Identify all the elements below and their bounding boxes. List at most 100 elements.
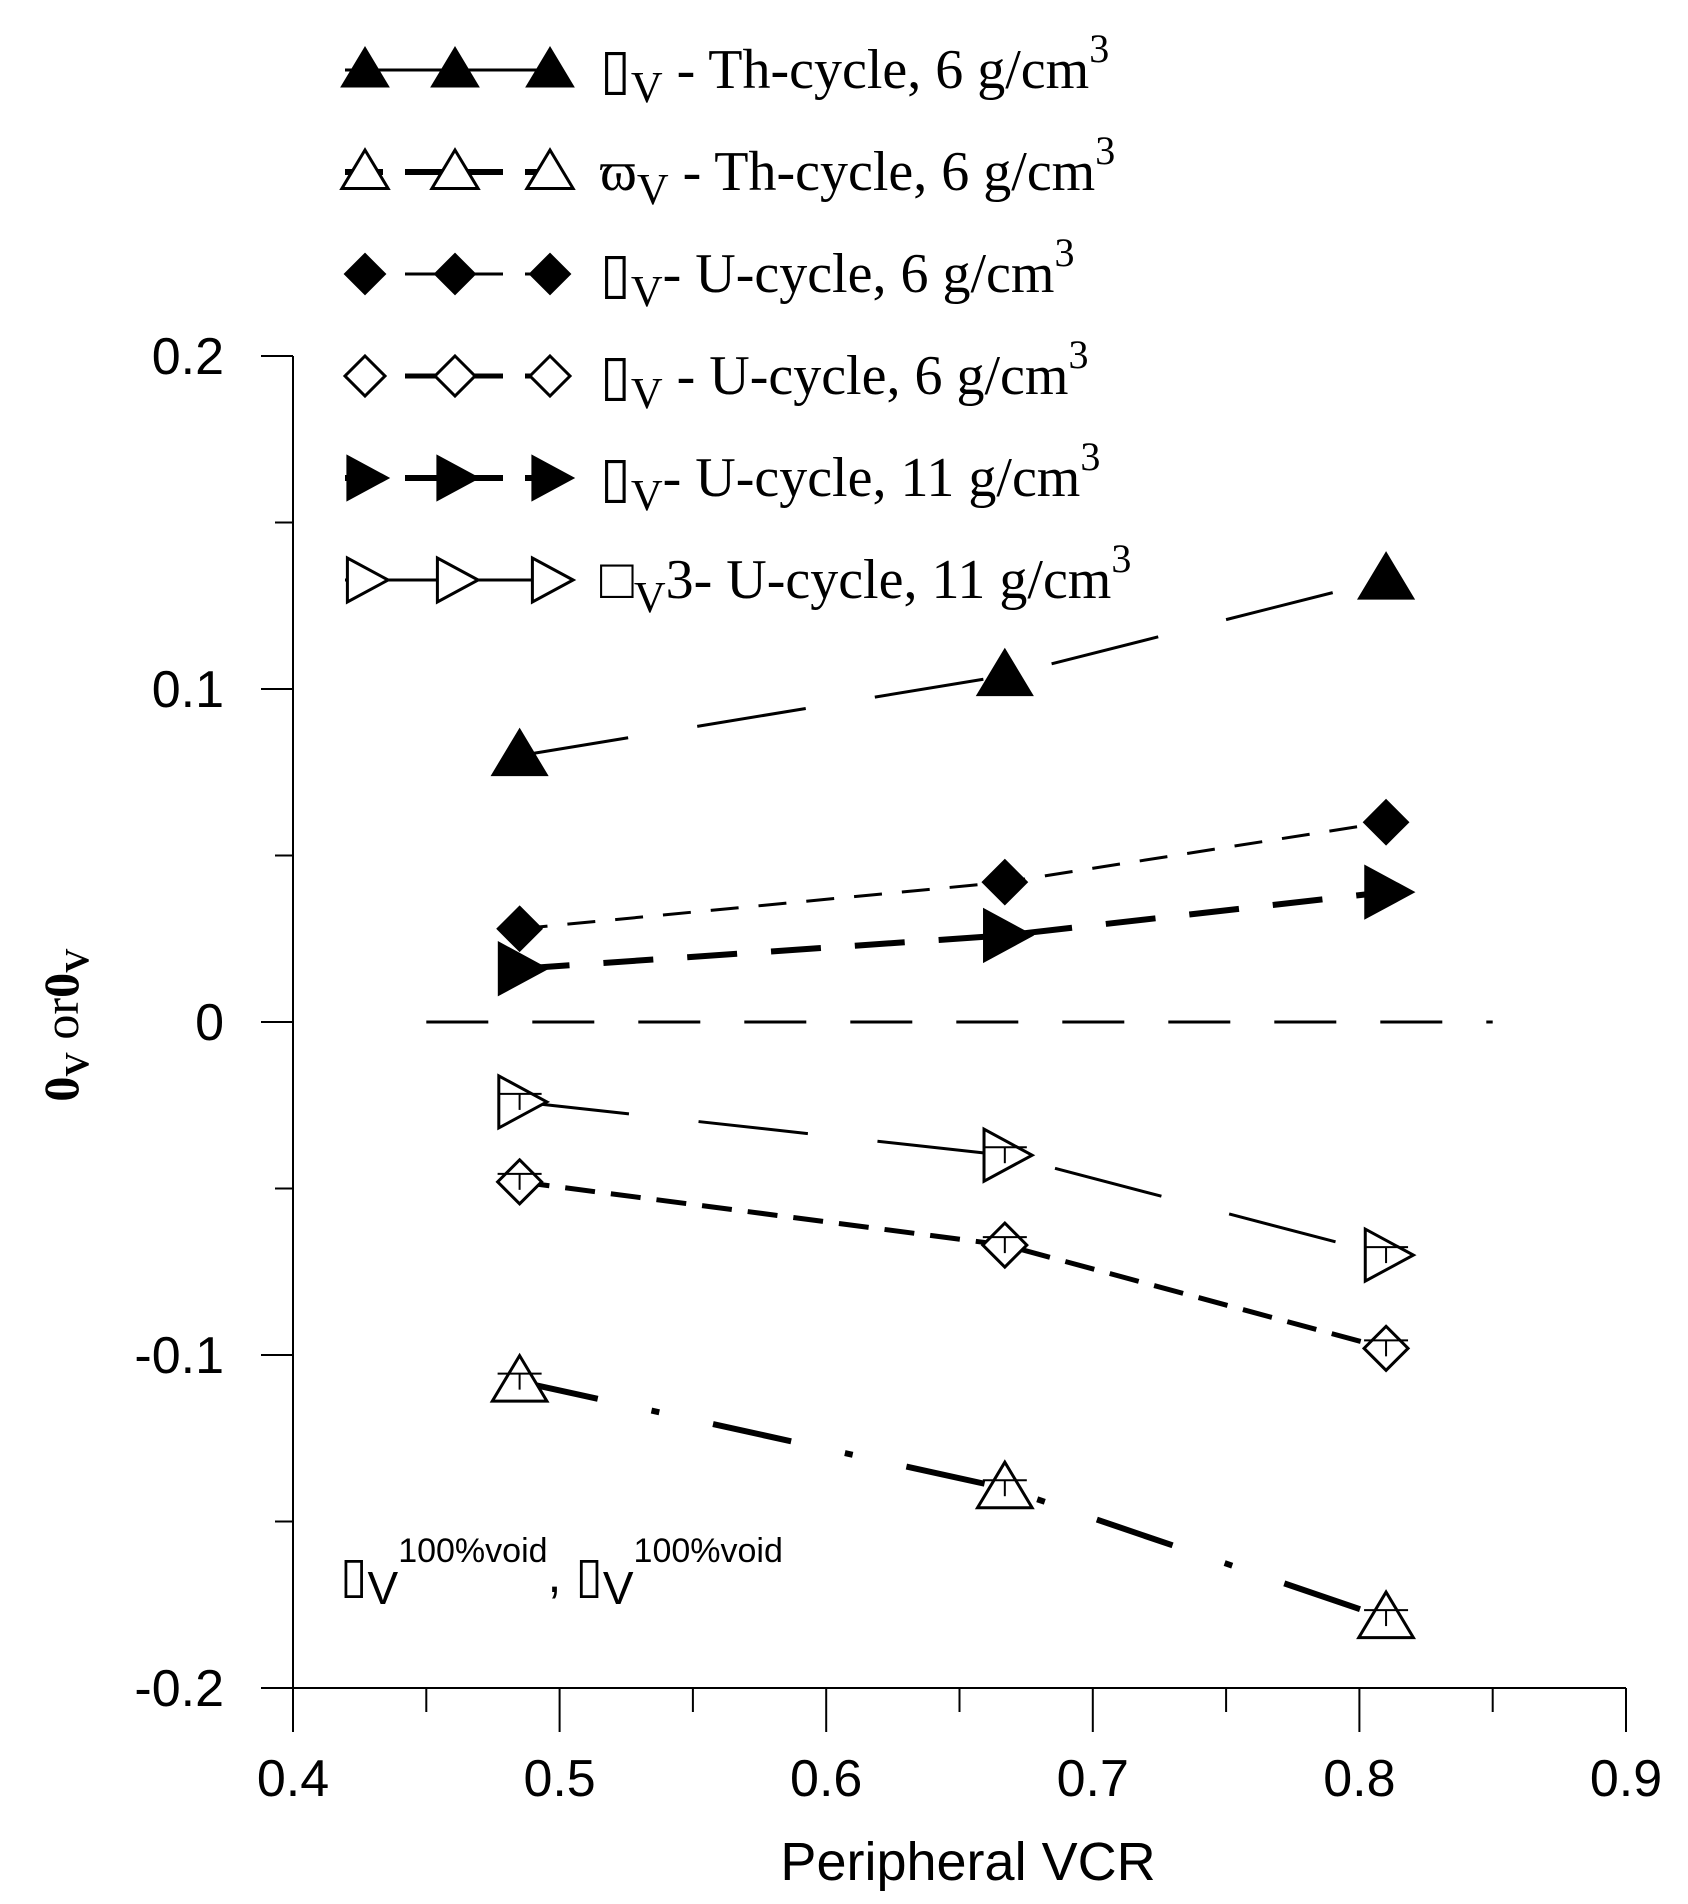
series-1-line bbox=[519, 577, 1387, 758]
annotation-separator: , bbox=[548, 1547, 576, 1603]
y-tick-label: -0.1 bbox=[134, 1327, 224, 1385]
series-3-point bbox=[1362, 798, 1410, 846]
legend-row-2: ϖV - Th-cycle, 6 g/cm3 bbox=[339, 128, 1115, 214]
series-5-point bbox=[497, 941, 550, 997]
series-6-point bbox=[982, 1126, 1036, 1184]
series-3-point bbox=[981, 858, 1029, 906]
y-axis-title-part-1: 0 bbox=[33, 1077, 89, 1102]
legend-marker bbox=[346, 454, 391, 502]
legend-superscript: 3 bbox=[1080, 434, 1100, 479]
y-tick-label: 0.1 bbox=[152, 661, 224, 719]
legend-marker bbox=[343, 252, 387, 296]
legend-subscript: V bbox=[631, 471, 663, 520]
axes: 0.2 0.1 0 -0.1 -0.2 0.4 0.5 0.6 0.7 0.8 0.9 bbox=[134, 328, 1662, 1808]
annotation-symbol-1: ▯ bbox=[340, 1547, 368, 1603]
legend-superscript: 3 bbox=[1089, 26, 1109, 71]
legend-label: ϖV - Th-cycle, 6 g/cm3 bbox=[600, 128, 1115, 214]
series-6-markers bbox=[497, 1073, 1417, 1284]
y-tick-label: 0.2 bbox=[152, 328, 224, 386]
legend-marker bbox=[524, 147, 576, 190]
series-2-line bbox=[518, 1378, 1388, 1621]
legend-marker bbox=[530, 555, 577, 605]
legend-symbol: ▯ bbox=[600, 243, 631, 305]
y-axis-title-part-2: V bbox=[59, 1052, 96, 1077]
y-axis-title-part-4: 0 bbox=[33, 973, 89, 998]
legend-row-4: ▯V - U-cycle, 6 g/cm3 bbox=[342, 332, 1088, 418]
legend-symbol: ▯ bbox=[600, 447, 631, 509]
legend-subscript: V bbox=[634, 573, 666, 622]
annotation-sub-2: V bbox=[603, 1562, 634, 1614]
series-4-line bbox=[519, 1179, 1387, 1351]
annotation-symbol-2: ▯ bbox=[575, 1547, 603, 1603]
legend-marker bbox=[430, 46, 480, 88]
y-axis-title-part-5: V bbox=[59, 948, 96, 973]
x-axis-title: Peripheral VCR bbox=[780, 1832, 1155, 1892]
legend-text: - U-cycle, 6 g/cm bbox=[663, 243, 1055, 305]
legend-subscript: V bbox=[637, 165, 669, 214]
legend-marker bbox=[528, 252, 572, 296]
series-markers bbox=[489, 551, 1417, 1640]
series-6-point bbox=[1363, 1226, 1417, 1284]
annotation-note: ▯V100%void, ▯V100%void bbox=[340, 1532, 783, 1614]
y-axis-title: 0V or0V bbox=[33, 948, 96, 1102]
x-tick-label: 0.4 bbox=[257, 1750, 329, 1808]
series-1-point bbox=[1356, 551, 1416, 600]
series-1-markers bbox=[490, 551, 1416, 777]
legend-superscript: 3 bbox=[1095, 128, 1115, 173]
legend-marker bbox=[525, 46, 575, 88]
series-3-markers bbox=[496, 798, 1410, 953]
legend-marker bbox=[435, 555, 482, 605]
series-6-line bbox=[519, 1100, 1387, 1257]
legend-marker bbox=[429, 147, 481, 190]
legend-marker bbox=[531, 454, 576, 502]
x-tick-label: 0.7 bbox=[1057, 1750, 1129, 1808]
legend-row-1: ▯V - Th-cycle, 6 g/cm3 bbox=[340, 26, 1109, 112]
legend-subscript: V bbox=[631, 369, 663, 418]
legend-marker bbox=[345, 555, 392, 605]
legend-superscript: 3 bbox=[1068, 332, 1088, 377]
legend-subscript: V bbox=[631, 267, 663, 316]
legend-symbol: □ bbox=[600, 549, 634, 611]
legend-text: - U-cycle, 11 g/cm bbox=[663, 447, 1081, 509]
legend-text: - U-cycle, 6 g/cm bbox=[663, 345, 1069, 407]
legend-marker bbox=[436, 454, 481, 502]
x-tick-label: 0.5 bbox=[523, 1750, 595, 1808]
legend-marker bbox=[432, 353, 478, 399]
legend-text: - Th-cycle, 6 g/cm bbox=[663, 39, 1090, 101]
annotation-sup-2: 100%void bbox=[634, 1532, 783, 1570]
series-lines bbox=[518, 577, 1388, 1621]
legend-label: ▯V - U-cycle, 6 g/cm3 bbox=[600, 332, 1088, 418]
legend-label: ▯V- U-cycle, 11 g/cm3 bbox=[600, 434, 1100, 520]
series-3-point bbox=[496, 905, 544, 953]
series-5-line bbox=[519, 889, 1387, 972]
series-4-markers bbox=[495, 1157, 1411, 1373]
x-tick-label: 0.9 bbox=[1590, 1750, 1662, 1808]
legend-symbol: ▯ bbox=[600, 39, 631, 101]
legend-marker bbox=[339, 147, 391, 190]
annotation-sup-1: 100%void bbox=[398, 1532, 547, 1570]
legend-marker bbox=[342, 353, 388, 399]
legend-label: ▯V- U-cycle, 6 g/cm3 bbox=[600, 230, 1074, 316]
legend-row-5: ▯V- U-cycle, 11 g/cm3 bbox=[345, 434, 1100, 520]
legend-marker bbox=[527, 353, 573, 399]
legend-superscript: 3 bbox=[1111, 536, 1131, 581]
legend-row-6: □V3- U-cycle, 11 g/cm3 bbox=[345, 536, 1131, 622]
series-6-point bbox=[497, 1073, 551, 1131]
legend-marker bbox=[340, 46, 390, 88]
series-1-point bbox=[490, 727, 549, 777]
series-2-markers bbox=[489, 1352, 1417, 1640]
series-5-point bbox=[983, 907, 1035, 964]
y-tick-label: 0 bbox=[195, 994, 224, 1052]
legend-label: ▯V - Th-cycle, 6 g/cm3 bbox=[600, 26, 1109, 112]
legend-symbol: ▯ bbox=[600, 345, 631, 407]
series-5-markers bbox=[497, 864, 1416, 997]
x-tick-label: 0.6 bbox=[790, 1750, 862, 1808]
x-tick-label: 0.8 bbox=[1323, 1750, 1395, 1808]
series-1-point bbox=[975, 647, 1034, 697]
legend-row-3: ▯V- U-cycle, 6 g/cm3 bbox=[343, 230, 1074, 316]
series-5-point bbox=[1364, 864, 1416, 920]
legend-label: □V3- U-cycle, 11 g/cm3 bbox=[600, 536, 1131, 622]
legend-symbol: ϖ bbox=[600, 141, 637, 203]
